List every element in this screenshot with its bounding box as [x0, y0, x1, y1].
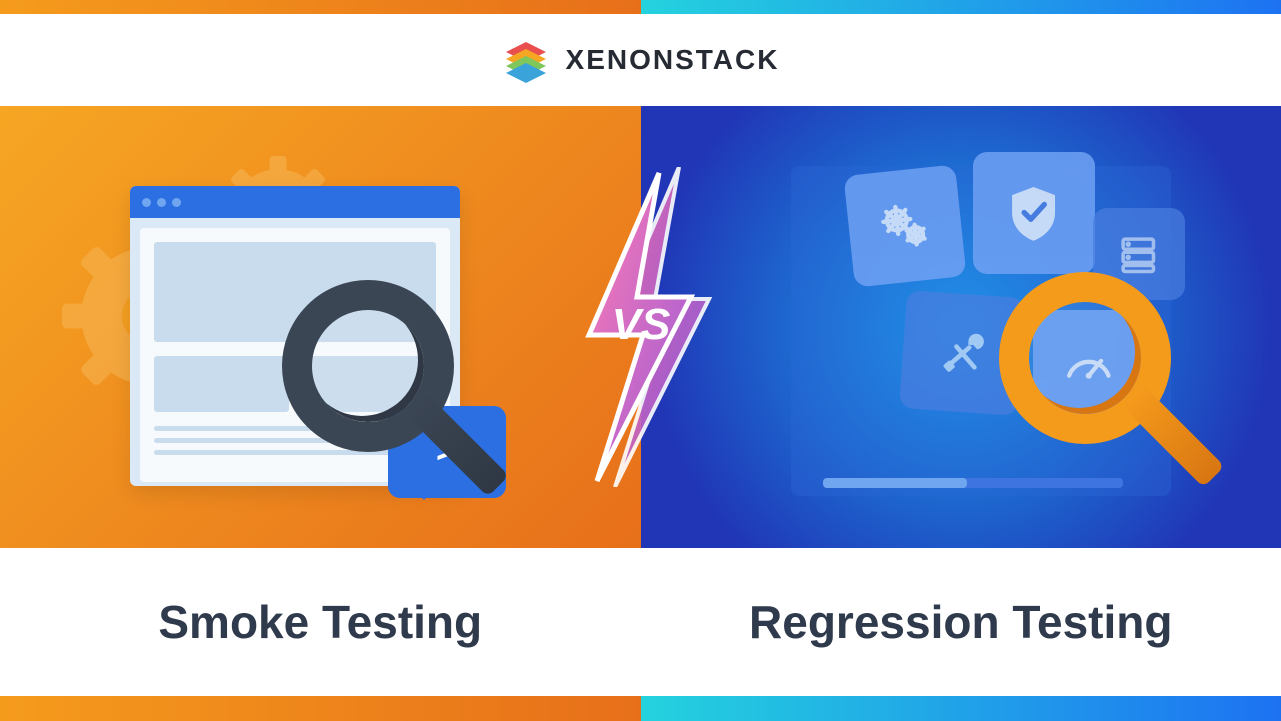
- shield-icon: [973, 152, 1095, 274]
- gears-icon: [843, 164, 966, 287]
- comparison-titles: Smoke Testing Regression Testing: [0, 548, 1281, 696]
- browser-chrome: [130, 186, 460, 218]
- smoke-testing-illustration: >: [0, 106, 641, 548]
- progress-bar-fill: [823, 478, 967, 488]
- regression-testing-illustration: [641, 106, 1281, 548]
- smoke-testing-title: Smoke Testing: [0, 595, 641, 649]
- magnifier-icon: [282, 280, 454, 452]
- brand-logo-icon: [502, 36, 550, 84]
- window-dot-icon: [142, 198, 151, 207]
- content-block: [154, 356, 289, 412]
- window-dot-icon: [157, 198, 166, 207]
- top-border-left: [0, 0, 641, 14]
- window-dot-icon: [172, 198, 181, 207]
- bottom-border-left: [0, 696, 641, 721]
- top-border-right: [641, 0, 1281, 14]
- brand-name: XENONSTACK: [566, 44, 780, 76]
- comparison-graphic: > VS: [0, 106, 1281, 548]
- magnifier-icon: [999, 272, 1171, 444]
- bottom-border: [0, 696, 1281, 721]
- regression-testing-title: Regression Testing: [641, 595, 1281, 649]
- top-border: [0, 0, 1281, 14]
- bottom-border-right: [641, 696, 1281, 721]
- brand-header: XENONSTACK: [0, 14, 1281, 106]
